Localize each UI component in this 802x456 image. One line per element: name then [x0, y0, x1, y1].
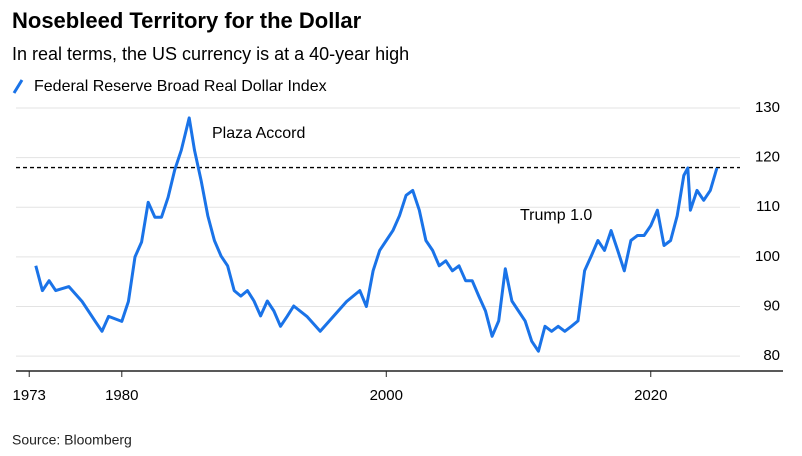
annotation: Plaza Accord	[212, 125, 305, 142]
legend-label: Federal Reserve Broad Real Dollar Index	[34, 78, 327, 95]
legend-swatch	[12, 79, 24, 94]
y-tick-label: 110	[756, 198, 780, 215]
x-tick-label: 1980	[105, 387, 138, 404]
y-tick-label: 130	[755, 99, 780, 116]
chart-title: Nosebleed Territory for the Dollar	[12, 8, 362, 33]
y-tick-label: 90	[763, 297, 780, 314]
x-tick-label: 1973	[13, 387, 46, 404]
y-tick-label: 80	[763, 347, 780, 364]
source: Source: Bloomberg	[12, 432, 132, 448]
annotation: Trump 1.0	[520, 207, 592, 224]
series-line	[34, 116, 719, 353]
x-tick-label: 2020	[634, 387, 667, 404]
x-tick-label: 2000	[370, 387, 403, 404]
y-tick-label: 120	[755, 149, 780, 166]
y-tick-label: 100	[755, 248, 780, 265]
chart-subtitle: In real terms, the US currency is at a 4…	[12, 44, 409, 64]
